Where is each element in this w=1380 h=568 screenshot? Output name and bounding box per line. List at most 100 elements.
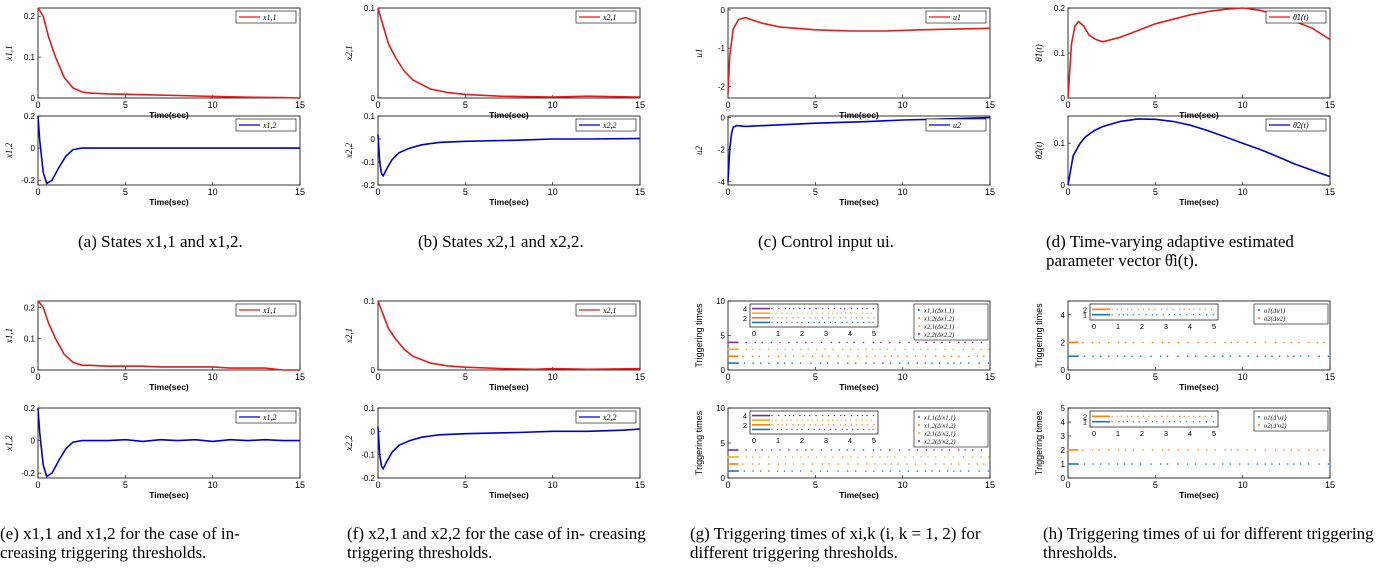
trigger-dot (907, 470, 910, 472)
y-tick-label: 0.2 (1054, 4, 1066, 13)
trigger-dot (777, 355, 780, 358)
legend-label: θ̂2(t) (1293, 121, 1309, 130)
trigger-dot (916, 341, 919, 344)
inset-dot (855, 312, 857, 314)
legend-label: x2,2(Δx2,2) (923, 332, 954, 339)
trigger-dot (754, 341, 757, 344)
trigger-dot (826, 470, 829, 472)
trigger-dot (1092, 355, 1094, 358)
inset-dot (861, 317, 863, 319)
trigger-dot (770, 449, 773, 451)
trigger-dot (768, 470, 770, 472)
chart-f1: 0 5 10 15 Time(sec) 0 0.1 x2,1 x2,1 (344, 297, 645, 392)
inset-dot (1166, 308, 1168, 310)
legend-label: x2,1 (602, 13, 617, 22)
y-tick-label: 0.1 (364, 112, 376, 121)
trigger-dot (914, 355, 917, 358)
trigger-dot (1247, 355, 1250, 358)
chart-d2: 0 5 10 15 Time(sec) 0 0.1 θ̂2(t) θ̂2(t) (1034, 115, 1335, 207)
inset-dot (813, 321, 815, 324)
trigger-dot (776, 456, 779, 458)
y-tick-label: 0.1 (364, 297, 376, 306)
trigger-dot (1298, 341, 1300, 344)
inset-dot (781, 317, 783, 319)
x-tick-label: 0 (375, 372, 380, 382)
trigger-dot (828, 355, 830, 358)
inset-dot (1126, 415, 1129, 417)
inset-x-tick-label: 0 (752, 436, 756, 445)
legend-box (235, 118, 297, 132)
trigger-dot (888, 449, 891, 451)
x-tick-label: 15 (1325, 100, 1335, 110)
trigger-dot (758, 355, 760, 358)
x-tick-label: 5 (813, 187, 818, 197)
trigger-dot (864, 456, 867, 458)
trigger-dot (874, 463, 876, 465)
legend-label: u1(Δu1) (1264, 308, 1285, 315)
inset-dot (1142, 308, 1145, 310)
inset-dot (799, 307, 801, 310)
trigger-dot (1307, 463, 1310, 465)
inset-x-tick-label: 5 (1212, 429, 1216, 438)
y-axis-label: x2,1 (344, 45, 354, 61)
trigger-dot (1123, 355, 1126, 358)
y-tick-label: -0.2 (361, 181, 375, 190)
x-tick-label: 15 (295, 480, 305, 490)
trigger-dot (1177, 341, 1179, 344)
x-tick-label: 10 (208, 372, 218, 382)
trigger-dot (788, 449, 790, 451)
inset-dot (863, 428, 865, 431)
trigger-dot (1254, 341, 1257, 344)
trigger-dot (897, 355, 899, 358)
trigger-dot (1254, 449, 1257, 451)
trigger-dot (948, 341, 951, 344)
trigger-dot (941, 341, 943, 344)
inset-dot (1183, 415, 1185, 417)
trigger-dot (1091, 341, 1094, 344)
y-axis-label: Triggering times (694, 410, 704, 475)
trigger-dot (916, 362, 919, 364)
axes-box (377, 407, 641, 479)
inset-dot (809, 414, 811, 417)
trigger-dot (784, 456, 787, 458)
inset-dot (1118, 314, 1120, 316)
trigger-dot (837, 470, 839, 472)
inset-x-tick-label: 0 (1092, 322, 1096, 331)
series-line-c1 (727, 16, 991, 95)
inset-dot (851, 428, 854, 431)
trigger-dot (907, 362, 910, 364)
inset-dot (846, 321, 848, 324)
inset-dot (1186, 421, 1188, 423)
inset-dot (861, 307, 864, 310)
inset-dot (873, 424, 875, 426)
inset-dot (840, 307, 842, 310)
x-tick-label: 0 (375, 187, 380, 197)
inset-dot (781, 424, 783, 426)
trigger-dot (1186, 463, 1189, 465)
inset-dot (844, 424, 847, 426)
trigger-dot (743, 362, 746, 364)
inset-dot (786, 419, 788, 421)
y-tick-label: -0.2 (361, 474, 375, 483)
trigger-dot (1187, 449, 1189, 451)
inset-box (1089, 303, 1219, 321)
inset-x-tick-label: 2 (1140, 322, 1144, 331)
trigger-dot (1117, 449, 1120, 451)
trigger-dot (1194, 463, 1197, 465)
x-tick-label: 10 (898, 480, 908, 490)
inset-box (749, 303, 879, 328)
trigger-dot (1307, 355, 1310, 358)
x-axis-label: Time(sec) (1179, 110, 1219, 120)
trigger-dot (841, 348, 844, 351)
x-axis-label: Time(sec) (839, 490, 879, 500)
x-tick-label: 15 (1325, 480, 1335, 490)
inset-dot (815, 424, 817, 426)
trigger-dot (752, 362, 754, 364)
inset-dot (775, 419, 777, 421)
inset-dot (821, 317, 824, 319)
trigger-dot (802, 463, 804, 465)
trigger-dot (873, 470, 875, 472)
x-tick-label: 10 (898, 372, 908, 382)
trigger-dot (1224, 341, 1226, 344)
